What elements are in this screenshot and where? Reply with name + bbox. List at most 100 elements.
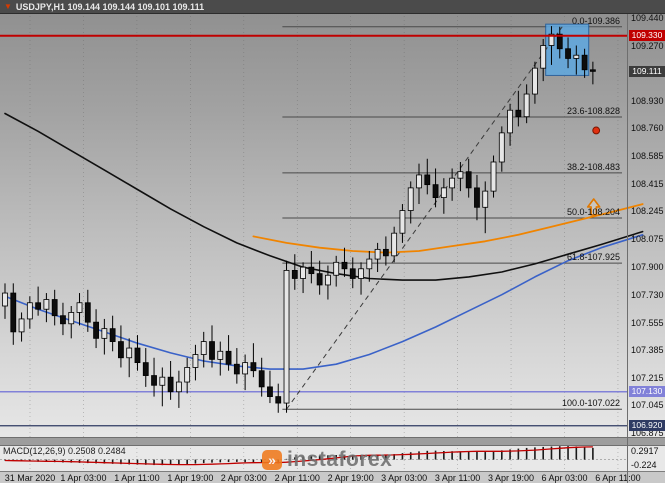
- time-axis-label: 2 Apr 19:00: [327, 473, 374, 483]
- chart-title-bar: ▼ USDJPY,H1 109.144 109.144 109.101 109.…: [0, 0, 665, 14]
- candle-body: [474, 187, 480, 208]
- candle-body: [151, 375, 157, 386]
- candle-body: [573, 54, 580, 59]
- candle-body: [18, 318, 25, 333]
- candle-body: [101, 328, 108, 339]
- time-axis-label: 1 Apr 19:00: [167, 473, 214, 483]
- macd-signal-line: [4, 446, 593, 466]
- candle-body: [416, 174, 422, 189]
- candle-body: [382, 248, 389, 257]
- candle-body: [532, 67, 538, 95]
- candle-body: [482, 190, 489, 208]
- time-axis-label: 3 Apr 11:00: [434, 473, 481, 483]
- price-axis-label: 108.075: [631, 233, 664, 244]
- candle-body: [457, 171, 464, 179]
- price-badge: 107.130: [629, 386, 665, 398]
- candle-body: [76, 302, 83, 313]
- candle-body: [192, 354, 199, 368]
- macd-axis-min-label: -0.224: [631, 460, 657, 470]
- candle-body: [498, 132, 505, 163]
- price-axis-label: 107.045: [631, 400, 664, 411]
- ma-orange: [252, 203, 644, 254]
- chart-title: USDJPY,H1 109.144 109.144 109.101 109.11…: [15, 1, 205, 12]
- candle-body: [217, 350, 224, 360]
- candle-body: [250, 362, 257, 372]
- candle-body: [242, 362, 249, 375]
- candle-body: [333, 261, 340, 276]
- instaforex-logo-icon: »: [262, 450, 282, 470]
- candle-body: [118, 341, 124, 359]
- time-axis-label: 1 Apr 11:00: [114, 473, 160, 483]
- price-axis-label: 109.440: [631, 13, 664, 23]
- candle-body: [366, 258, 373, 270]
- candle-body: [233, 363, 240, 375]
- alert-icon: [592, 126, 601, 135]
- candle-body: [134, 347, 141, 364]
- candle-body: [515, 109, 522, 118]
- price-badge: 106.920: [629, 420, 665, 432]
- ma-slower-blue: [4, 234, 644, 370]
- candle-body: [258, 370, 265, 388]
- candle-body: [581, 54, 588, 71]
- symbol-dropdown-icon[interactable]: ▼: [4, 1, 12, 11]
- candle-body: [10, 292, 17, 333]
- candle-body: [540, 45, 547, 69]
- price-axis-label: 107.730: [631, 289, 664, 300]
- price-axis-label: 108.930: [631, 95, 664, 106]
- candle-body: [341, 261, 348, 270]
- price-badge: 109.330: [629, 30, 665, 42]
- time-axis-label: 1 Apr 03:00: [60, 473, 107, 483]
- candle-body: [43, 299, 50, 310]
- candle-body: [267, 386, 273, 397]
- price-axis-label: 106.875: [631, 428, 664, 438]
- candle-body: [424, 174, 431, 186]
- price-axis-label: 108.585: [631, 151, 664, 162]
- price-axis-label: 107.385: [631, 345, 664, 356]
- watermark-text: instaforex: [287, 448, 393, 471]
- price-axis[interactable]: 109.440109.270109.100108.930108.760108.5…: [627, 0, 665, 483]
- time-axis-label: 6 Apr 11:00: [595, 473, 641, 483]
- time-axis-label: 6 Apr 03:00: [541, 473, 588, 483]
- candle-body: [523, 93, 530, 118]
- candle-body: [142, 362, 149, 376]
- price-axis-label: 109.270: [631, 40, 664, 51]
- candle-body: [275, 396, 282, 404]
- price-axis-label: 107.555: [631, 317, 664, 328]
- candle-body: [68, 312, 75, 325]
- candle-body: [440, 187, 447, 198]
- candle-body: [175, 381, 182, 393]
- candle-body: [200, 341, 207, 355]
- candle-body: [51, 299, 58, 317]
- candle-body: [167, 376, 174, 393]
- panel-separator[interactable]: [0, 437, 665, 446]
- time-axis[interactable]: 31 Mar 2020 1 Apr 03:00 1 Apr 11:00 1 Apr 1…: [0, 471, 665, 483]
- candle-body: [374, 248, 381, 260]
- candle-body: [349, 268, 356, 279]
- candle-body: [507, 109, 513, 134]
- candle-body: [490, 161, 497, 192]
- candle-body: [432, 184, 439, 198]
- price-badge: 109.111: [629, 65, 665, 77]
- candle-body: [60, 315, 66, 325]
- price-axis-label: 108.245: [631, 206, 664, 217]
- candle-body: [291, 269, 298, 279]
- time-axis-label: 31 Mar 2020: [4, 473, 56, 483]
- trend-line[interactable]: [286, 26, 563, 410]
- candle-body: [308, 266, 315, 275]
- candle-body: [407, 187, 414, 211]
- macd-indicator-label: MACD(12,26,9) 0.2508 0.2484: [3, 446, 126, 456]
- candle-body: [325, 274, 331, 286]
- candle-body: [465, 171, 472, 189]
- time-axis-label: 2 Apr 11:00: [274, 473, 320, 483]
- candle-body: [358, 268, 364, 279]
- instaforex-watermark: » instaforex: [262, 448, 392, 472]
- candle-body: [225, 350, 232, 365]
- price-axis-label: 108.760: [631, 123, 664, 134]
- candle-body: [565, 48, 571, 59]
- macd-axis-max-label: 0.2917: [631, 446, 659, 456]
- time-axis-label: 3 Apr 19:00: [488, 473, 535, 483]
- time-axis-label: 2 Apr 03:00: [220, 473, 267, 483]
- candle-body: [316, 273, 323, 286]
- candle-body: [209, 341, 215, 360]
